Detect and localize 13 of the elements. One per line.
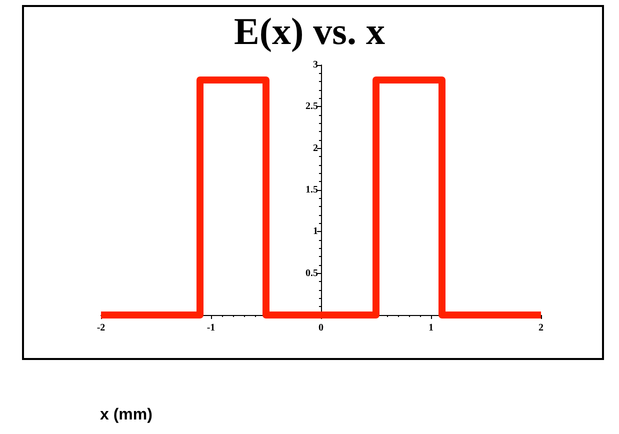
y-tick-label: 0.5 [306, 268, 318, 279]
x-tick-label: 1 [428, 322, 434, 334]
x-tick-label: 0 [318, 322, 324, 334]
x-tick-label: -1 [206, 322, 216, 334]
y-tick-label: 1 [313, 226, 318, 238]
x-tick-label: 2 [538, 322, 544, 334]
y-tick-label: 2 [313, 142, 318, 154]
x-axis-title: x (mm) [100, 406, 152, 424]
y-tick-label: 2.5 [306, 101, 318, 112]
y-tick-label: 3 [313, 60, 318, 70]
chart-title: E(x) vs. x [234, 11, 385, 53]
y-tick-label: 1.5 [306, 184, 318, 196]
x-tick-label: -2 [96, 322, 106, 334]
